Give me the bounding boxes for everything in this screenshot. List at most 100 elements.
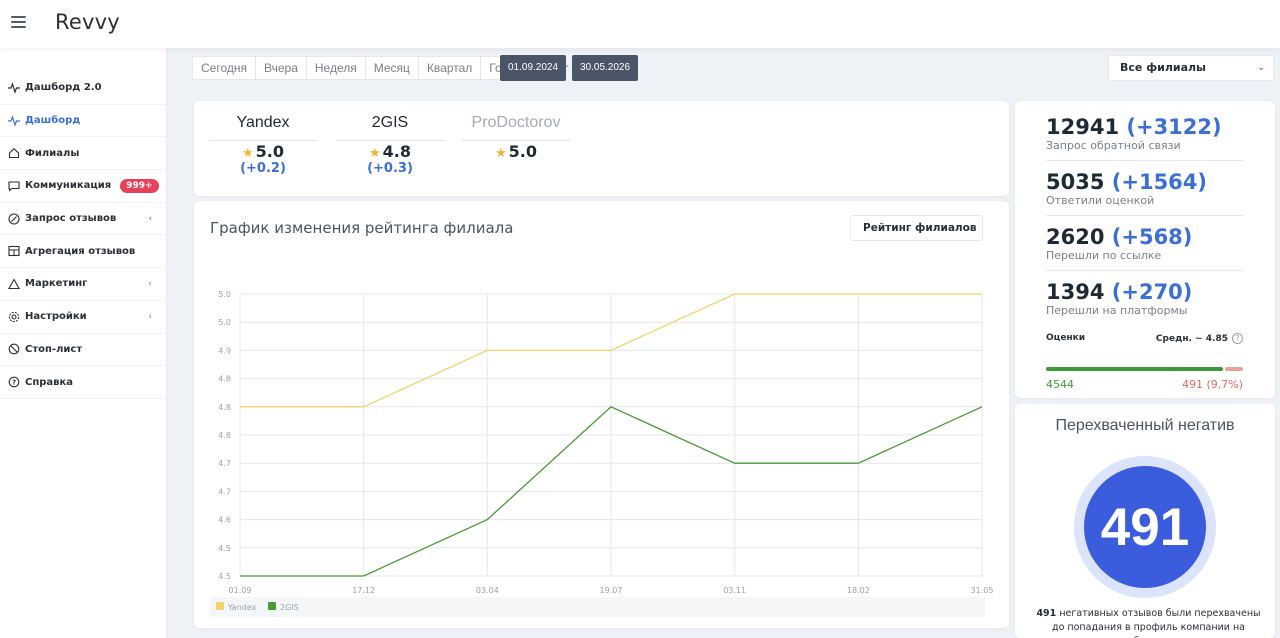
platform-name: Yandex <box>209 114 317 141</box>
period-tabs: Сегодня Вчера Неделя Месяц Квартал Год <box>192 56 518 80</box>
sidebar-item-7[interactable]: Настройки ‹ <box>0 301 166 334</box>
legend-label: 2GIS <box>280 603 299 612</box>
chart-legend <box>210 597 985 617</box>
intercepted-negative-count: 491 <box>1084 466 1206 588</box>
sidebar-item-8[interactable]: Стоп-лист <box>0 334 166 367</box>
sidebar-item-9[interactable]: ? Справка <box>0 366 166 399</box>
stat-block-2: 2620 (+568) Перешли по ссылке <box>1046 225 1243 271</box>
platform-rating: ★ 5.0 <box>495 142 537 161</box>
platform-ratings-card: Yandex ★ 5.0 (+0.2) 2GIS ★ 4.8 (+0.3) ProD… <box>194 101 1009 196</box>
period-tab-4[interactable]: Квартал <box>419 57 482 79</box>
rating-chart-card: 5.0 5.0 4.9 4.8 4.8 4.8 4.7 4.7 4.6 4.5 4.5 01.09 17… <box>194 201 1009 628</box>
period-tab-0[interactable]: Сегодня <box>193 57 256 79</box>
grid-icon <box>8 245 20 257</box>
chevron-left-icon: ‹ <box>148 181 152 192</box>
app-logo: Revvy <box>55 10 120 34</box>
stat-delta: (+1564) <box>1111 170 1208 194</box>
y-tick-label: 4.6 <box>218 516 231 525</box>
y-tick-label: 4.7 <box>218 459 231 468</box>
series-line-yandex <box>240 293 982 408</box>
sidebar-item-label: Запрос отзывов <box>25 213 117 225</box>
y-tick-label: 4.8 <box>218 403 231 412</box>
ratings-average: Средн. ~ 4.85? <box>1156 333 1243 344</box>
platform-prodoctorov[interactable]: ProDoctorov ★ 5.0 <box>462 114 570 161</box>
y-tick-label: 4.9 <box>218 346 231 355</box>
sidebar-item-label: Коммуникация <box>25 180 112 192</box>
stat-block-3: 1394 (+270) Перешли на платформы <box>1046 280 1243 325</box>
platform-2gis[interactable]: 2GIS ★ 4.8 (+0.3) <box>336 114 444 176</box>
positive-ratings-bar <box>1046 367 1223 371</box>
stat-value: 2620 (+568) <box>1046 225 1193 249</box>
date-from-button[interactable]: 01.09.2024 <box>500 55 567 81</box>
chart-title: График изменения рейтинга филиала <box>210 219 514 237</box>
intercepted-negative-title: Перехваченный негатив <box>1055 417 1235 434</box>
y-tick-label: 4.7 <box>218 487 231 496</box>
y-tick-label: 5.0 <box>218 290 231 299</box>
sidebar-item-1[interactable]: Дашборд <box>0 105 166 138</box>
star-icon: ★ <box>242 146 254 161</box>
y-tick-label: 5.0 <box>218 318 231 327</box>
branch-select-label: Все филиалы <box>1120 61 1207 74</box>
x-tick-label: 03.11 <box>723 586 746 595</box>
positive-ratings-count: 4544 <box>1046 378 1074 391</box>
date-to-button[interactable]: 30.05.2026 <box>572 55 639 81</box>
sidebar-item-5[interactable]: Агрегация отзывов <box>0 235 166 269</box>
pulse-icon <box>8 114 20 127</box>
intercepted-negative-card: Перехваченный негатив 491 491 негативных… <box>1015 404 1275 638</box>
x-tick-label: 03.04 <box>476 586 499 595</box>
rating-line-chart: 5.0 5.0 4.9 4.8 4.8 4.8 4.7 4.7 4.6 4.5 4.5 01.09 17… <box>210 290 994 617</box>
notification-badge: 999+ <box>120 178 159 193</box>
x-tick-label: 01.09 <box>229 586 252 595</box>
stat-value: 5035 (+1564) <box>1046 170 1208 194</box>
stat-label: Запрос обратной связи <box>1046 139 1181 152</box>
platform-rating-delta: (+0.3) <box>367 161 413 176</box>
branch-select[interactable]: Все филиалы ⌄ <box>1108 55 1274 81</box>
x-tick-label: 17.12 <box>352 586 375 595</box>
y-tick-label: 4.5 <box>218 544 231 553</box>
negative-ratings-bar <box>1225 367 1243 371</box>
y-tick-label: 4.8 <box>218 375 231 384</box>
x-tick-label: 31.05 <box>971 586 994 595</box>
platform-rating: ★ 5.0 <box>242 142 284 161</box>
sidebar-item-label: Дашборд 2.0 <box>25 82 102 94</box>
sidebar-item-3[interactable]: Коммуникация 999+ ‹ <box>0 170 166 203</box>
legend-swatch <box>268 602 276 610</box>
stat-delta: (+3122) <box>1126 115 1222 139</box>
sidebar-item-label: Филиалы <box>25 147 80 159</box>
help-icon[interactable]: ? <box>1232 333 1243 344</box>
star-circle-icon <box>8 213 20 225</box>
sidebar-item-2[interactable]: Филиалы <box>0 137 166 171</box>
legend-swatch <box>216 602 224 610</box>
sidebar-item-label: Стоп-лист <box>25 343 83 355</box>
platform-yandex[interactable]: Yandex ★ 5.0 (+0.2) <box>209 114 317 176</box>
sidebar-item-label: Агрегация отзывов <box>25 245 136 257</box>
chevron-down-icon: ⌄ <box>1257 63 1265 73</box>
sidebar-item-4[interactable]: Запрос отзывов ‹ <box>0 203 166 236</box>
negative-ratings-count: 491 (9,7%) <box>1181 378 1243 391</box>
y-tick-label: 4.8 <box>218 431 231 440</box>
platform-rating-delta: (+0.2) <box>240 161 286 176</box>
sidebar-item-label: Маркетинг <box>25 278 88 290</box>
period-tab-2[interactable]: Неделя <box>307 57 366 79</box>
period-tab-3[interactable]: Месяц <box>366 57 419 79</box>
sidebar-item-label: Настройки <box>25 311 87 323</box>
triangle-icon <box>8 278 20 290</box>
chevron-left-icon: ‹ <box>148 311 152 322</box>
home-icon <box>8 147 20 159</box>
help-icon: ? <box>8 376 20 388</box>
star-icon: ★ <box>369 146 381 161</box>
chart-metric-select[interactable]: Рейтинг филиалов ⌄ <box>850 215 983 241</box>
hamburger-menu-icon[interactable] <box>11 16 26 28</box>
sidebar-item-0[interactable]: Дашборд 2.0 <box>0 72 166 105</box>
stat-value: 1394 (+270) <box>1046 280 1193 304</box>
ban-icon <box>8 343 20 355</box>
series-line-2gis <box>240 406 983 577</box>
top-bar: Revvy <box>0 0 1280 48</box>
sidebar-item-6[interactable]: Маркетинг ‹ <box>0 268 166 301</box>
stat-label: Ответили оценкой <box>1046 194 1155 207</box>
period-tab-1[interactable]: Вчера <box>256 57 307 79</box>
sidebar: Дашборд 2.0 Дашборд Филиалы Коммуникация 999… <box>0 48 167 638</box>
platform-name: ProDoctorov <box>462 114 570 141</box>
stat-delta: (+568) <box>1111 225 1193 249</box>
sidebar-item-label: Справка <box>25 376 74 388</box>
